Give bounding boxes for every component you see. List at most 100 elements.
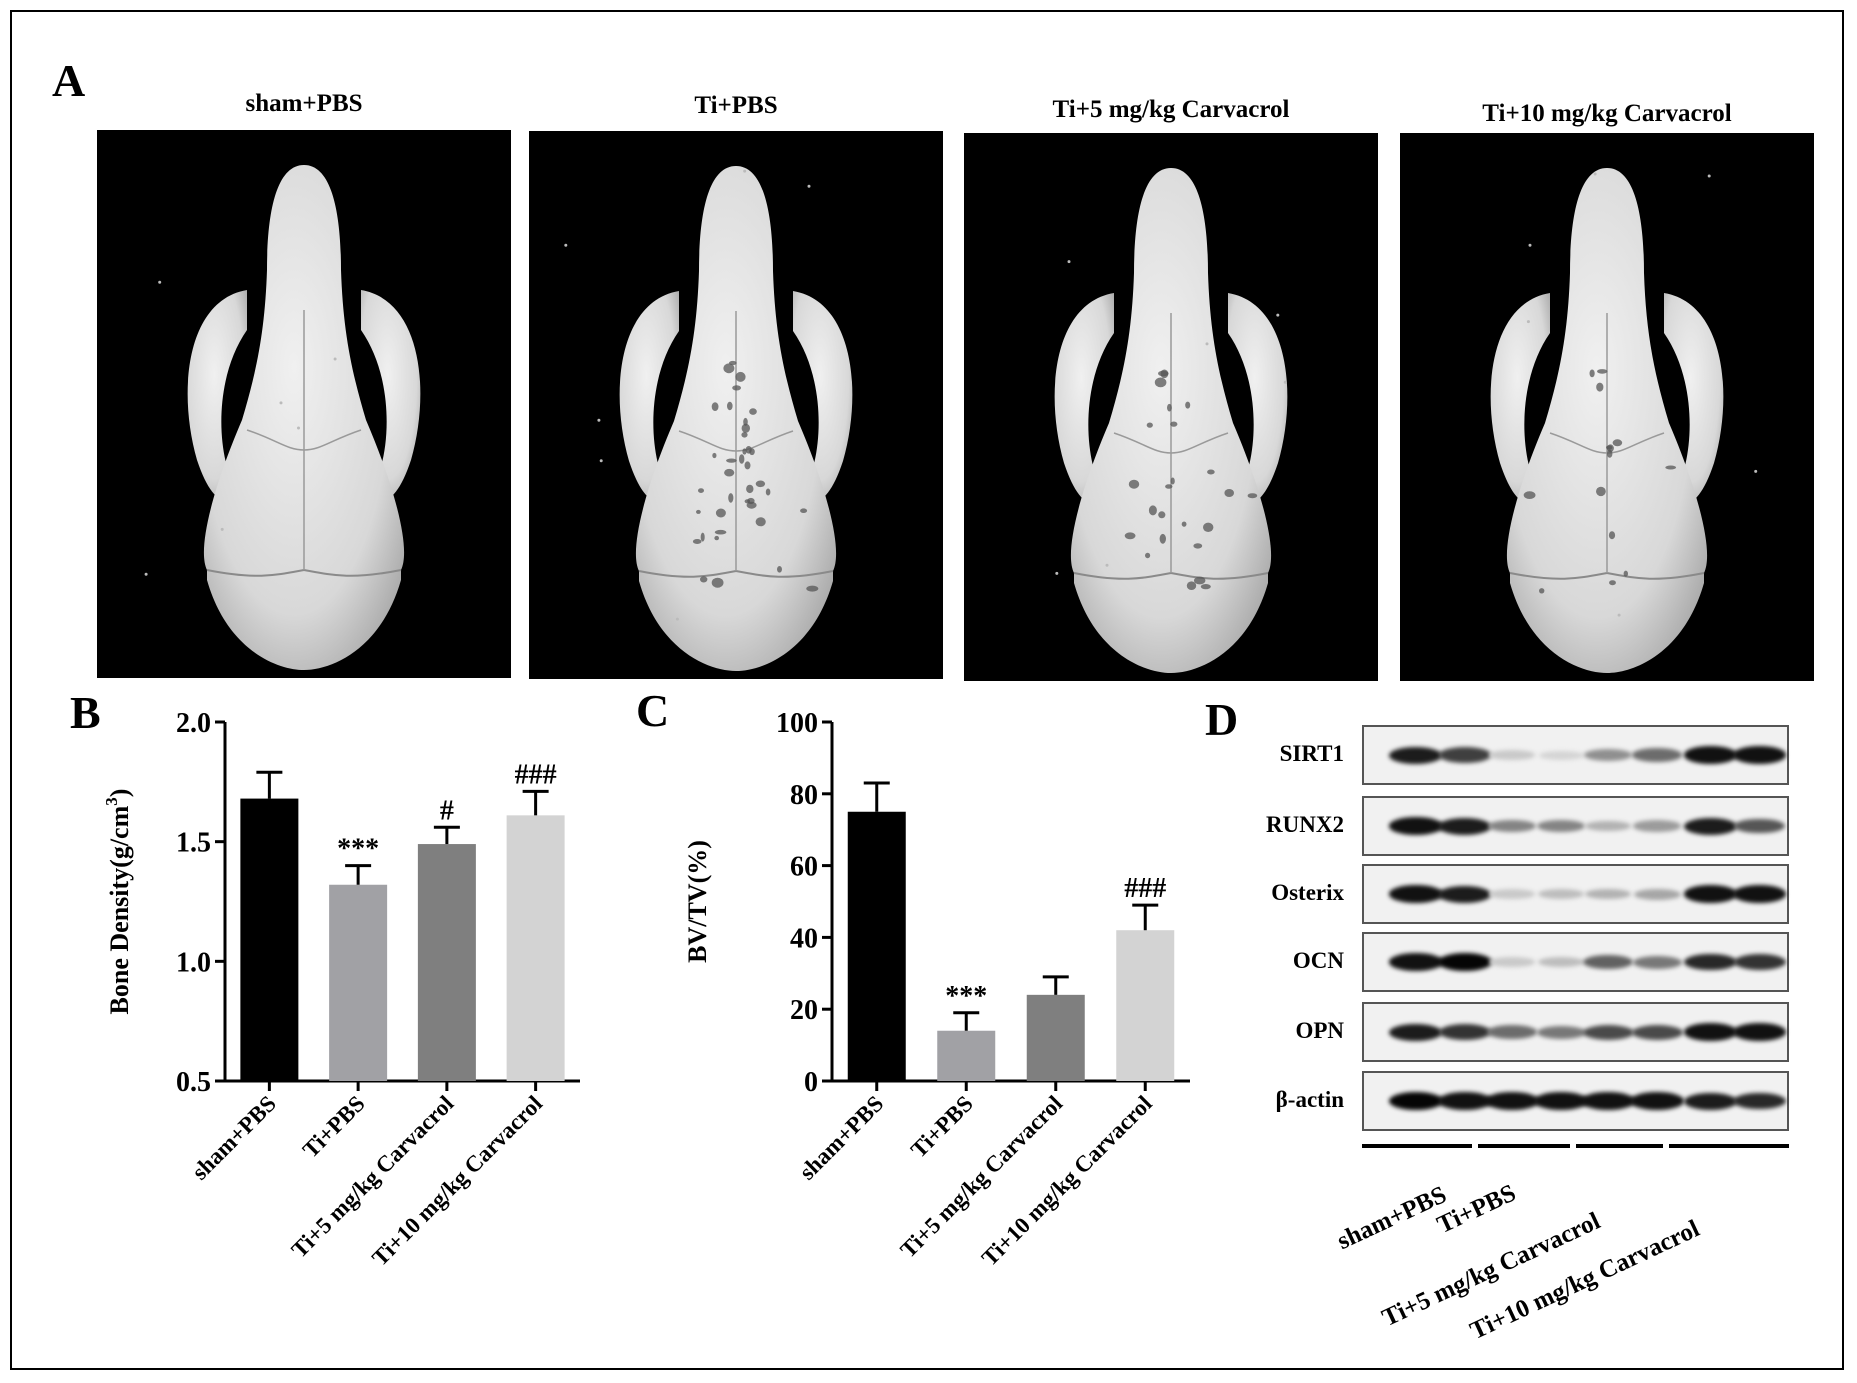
- panel-label-c: C: [636, 685, 670, 736]
- blot-band: [1683, 885, 1738, 903]
- blot-band: [1389, 1023, 1443, 1041]
- skull-arch-right: [1664, 293, 1724, 505]
- skull-arch-left: [1490, 293, 1550, 505]
- y-tick-label: 1.5: [176, 828, 211, 859]
- bar: [240, 798, 299, 1081]
- blot-band: [1389, 817, 1443, 835]
- blot-band: [1584, 888, 1632, 900]
- y-tick-label: 100: [776, 708, 818, 739]
- group-bracket-line: [1362, 1144, 1472, 1148]
- bar: [1026, 994, 1085, 1081]
- skull-render: [144, 165, 421, 670]
- skull-arch-right: [1228, 293, 1288, 505]
- significance-label: ###: [515, 759, 557, 790]
- y-tick-label: 60: [790, 852, 818, 883]
- y-tick-label: 1.0: [176, 947, 211, 978]
- figure-frame: [10, 10, 1844, 1370]
- skull-arch-right: [361, 290, 421, 502]
- blot-band: [1489, 889, 1535, 899]
- blot-strip: [1362, 1002, 1789, 1062]
- protein-label: RUNX2: [1266, 812, 1344, 837]
- blot-band: [1536, 1025, 1586, 1039]
- blot-strip: [1362, 725, 1789, 785]
- blot-band: [1582, 1024, 1634, 1040]
- skull-render: [1054, 168, 1288, 673]
- panel-label-b: B: [70, 687, 101, 738]
- skull-arch-left: [619, 291, 679, 503]
- y-tick-label: 0.5: [176, 1067, 211, 1098]
- blot-band: [1632, 748, 1682, 762]
- blot-band: [1489, 957, 1535, 967]
- blot-band: [1489, 750, 1535, 760]
- blot-band: [1487, 819, 1537, 833]
- blot-band: [1538, 750, 1584, 760]
- blot-band: [1632, 955, 1682, 969]
- x-tick-label: Ti+5 mg/kg Carvacrol: [287, 1091, 459, 1263]
- protein-label: SIRT1: [1279, 741, 1344, 766]
- group-bracket-line: [1478, 1144, 1570, 1148]
- x-tick-label: Ti+PBS: [906, 1091, 978, 1163]
- x-tick-label: Ti+PBS: [298, 1091, 370, 1163]
- group-bracket-line: [1669, 1144, 1789, 1148]
- blot-band: [1438, 1024, 1491, 1040]
- blot-band: [1485, 1092, 1539, 1110]
- blot-band: [1439, 747, 1491, 763]
- blot-band: [1389, 885, 1443, 903]
- x-tick-label: Ti+5 mg/kg Carvacrol: [895, 1091, 1067, 1263]
- ct-skull-image: [529, 131, 943, 679]
- group-bracket-line: [1576, 1144, 1663, 1148]
- significance-label: #: [440, 795, 454, 826]
- panel-label-d: D: [1205, 694, 1239, 745]
- blot-band: [1389, 953, 1443, 971]
- bar: [937, 1030, 996, 1081]
- protein-label: OPN: [1295, 1018, 1344, 1043]
- blot-strip: [1362, 796, 1789, 856]
- y-tick-label: 40: [790, 923, 818, 954]
- blot-band: [1733, 954, 1786, 970]
- blot-band: [1684, 1092, 1738, 1110]
- y-tick-label: 20: [790, 995, 818, 1026]
- skull-arch-right: [793, 291, 853, 503]
- blot-band: [1534, 1092, 1588, 1110]
- significance-label: ***: [337, 834, 379, 865]
- blot-band: [1487, 1025, 1537, 1039]
- blot-strip: [1362, 864, 1789, 924]
- x-tick-label: sham+PBS: [794, 1091, 888, 1185]
- blot-band: [1683, 746, 1738, 764]
- ct-image-title: Ti+5 mg/kg Carvacrol: [1052, 96, 1290, 123]
- blot-band: [1584, 749, 1633, 761]
- bar: [506, 815, 565, 1081]
- blot-band: [1631, 1024, 1683, 1040]
- blot-band: [1732, 885, 1787, 903]
- blot-band: [1581, 1092, 1635, 1110]
- x-tick-label: Ti+10 mg/kg Carvacrol: [367, 1091, 547, 1271]
- x-tick-label: Ti+10 mg/kg Carvacrol: [977, 1091, 1157, 1271]
- blot-band: [1733, 1092, 1786, 1110]
- blot-band: [1583, 955, 1634, 969]
- skull-render: [1490, 168, 1758, 673]
- chart-c-bv-tv: 0 20 40 60 80 100 BV/TV(%) sham+PBS *** Ti+PBSTi+…: [683, 708, 1190, 1271]
- blot-band: [1538, 889, 1585, 899]
- significance-label: ###: [1124, 873, 1166, 904]
- blot-band: [1438, 1092, 1492, 1110]
- blot-band: [1437, 953, 1492, 971]
- ct-skull-image: [1400, 133, 1814, 681]
- y-axis-label: BV/TV(%): [683, 840, 712, 963]
- significance-label: ***: [945, 981, 987, 1012]
- ct-image-title: sham+PBS: [245, 90, 363, 117]
- blot-strip: [1362, 1071, 1789, 1131]
- blot-band: [1684, 953, 1737, 971]
- y-axis-label: Bone Density(g/cm3): [102, 789, 134, 1015]
- blot-band: [1684, 817, 1738, 835]
- blot-band: [1438, 885, 1492, 903]
- blot-band: [1732, 1023, 1787, 1041]
- y-tick-label: 80: [790, 780, 818, 811]
- panel-label-a: A: [52, 55, 86, 106]
- skull-render: [564, 166, 853, 671]
- skull-arch-left: [1054, 293, 1114, 505]
- blot-band: [1630, 1092, 1684, 1110]
- blot-band: [1633, 820, 1681, 832]
- blot-band: [1734, 818, 1785, 834]
- blot-band: [1536, 819, 1586, 833]
- blot-band: [1732, 746, 1787, 764]
